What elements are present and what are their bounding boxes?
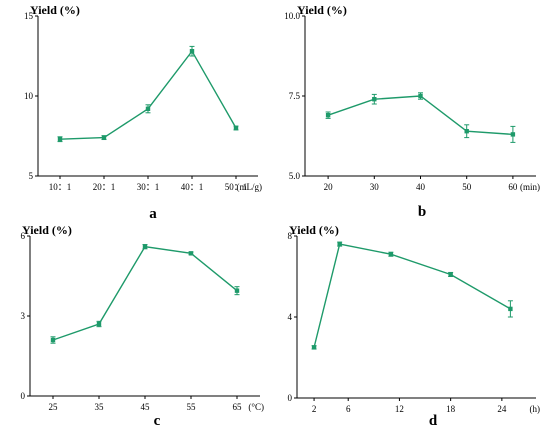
chart-panel-a: 5 10 15 10：1 20：1 30：1 40：1 50：1(mL/g) Yield (%)… <box>24 3 262 222</box>
panel-label: b <box>418 204 426 220</box>
y-tick-label: 4 <box>288 312 293 322</box>
series-line <box>52 245 238 341</box>
x-tick-label: 20：1 <box>93 182 116 192</box>
x-tick-label: 50：1 <box>225 182 248 192</box>
x-tick-label: 35 <box>95 402 105 412</box>
y-tick-label: 8 <box>288 231 293 241</box>
panel-label: a <box>149 206 157 222</box>
series-line <box>327 95 513 136</box>
y-axis-label: Yield (%) <box>289 223 339 237</box>
y-tick-label: 6 <box>21 231 26 241</box>
x-tick-label: 45 <box>141 402 151 412</box>
data-point <box>510 132 516 137</box>
x-axis-unit: (h) <box>530 404 541 414</box>
x-tick-label: 40 <box>416 182 426 192</box>
panel-label: d <box>429 413 438 429</box>
data-point <box>448 272 453 277</box>
data-point <box>311 345 317 350</box>
x-axis-unit: (°C) <box>248 402 264 412</box>
data-point <box>101 135 107 140</box>
y-tick-label: 0 <box>21 391 26 401</box>
data-point <box>234 288 240 293</box>
y-tick-label: 3 <box>21 311 26 321</box>
x-axis-unit: (min) <box>520 182 540 192</box>
data-point <box>142 244 148 249</box>
x-tick-label: 30 <box>370 182 380 192</box>
y-tick-label: 5 <box>29 171 34 181</box>
x-tick-label: 40：1 <box>181 182 204 192</box>
y-axis-label: Yield (%) <box>297 3 347 17</box>
x-tick-label: 60 <box>508 182 518 192</box>
x-tick-label: 6 <box>346 404 351 414</box>
x-tick-label: 18 <box>446 404 456 414</box>
x-tick-label: 24 <box>497 404 507 414</box>
y-tick-label: 0 <box>288 393 293 403</box>
chart-panel-d: 0 4 8 2 6 12 18 24 (h) Yield (%) d <box>288 223 541 429</box>
data-point <box>372 97 377 102</box>
x-tick-label: 30：1 <box>137 182 160 192</box>
data-point <box>418 93 423 99</box>
y-tick-label: 10 <box>24 91 34 101</box>
data-point <box>337 241 342 247</box>
data-point <box>508 306 513 312</box>
x-tick-label: 25 <box>49 402 59 412</box>
data-point <box>464 129 469 134</box>
y-tick-label: 5.0 <box>289 171 301 181</box>
y-axis-label: Yield (%) <box>30 3 80 17</box>
x-tick-label: 50 <box>462 182 472 192</box>
data-point <box>188 251 194 256</box>
y-tick-label: 10.0 <box>284 11 300 21</box>
x-tick-label: 55 <box>187 402 197 412</box>
data-point <box>325 113 331 118</box>
series-line <box>59 49 237 140</box>
data-point <box>189 49 195 54</box>
data-point <box>145 106 151 111</box>
series-line <box>313 243 511 348</box>
data-point <box>57 137 63 142</box>
data-point <box>388 252 394 257</box>
x-tick-label: 65 <box>233 402 243 412</box>
y-tick-label: 7.5 <box>289 91 301 101</box>
y-tick-label: 15 <box>24 11 34 21</box>
x-tick-label: 20 <box>324 182 334 192</box>
chart-panel-c: 0 3 6 25 35 45 55 65 (°C) Yield (%) c <box>21 223 265 429</box>
panel-label: c <box>154 413 161 429</box>
x-axis-unit: (mL/g) <box>237 182 263 192</box>
chart-panel-b: 5.0 7.5 10.0 20 30 40 50 60 (min) Yield (%) b <box>284 3 540 220</box>
x-tick-label: 10：1 <box>49 182 72 192</box>
data-point <box>50 337 56 343</box>
x-tick-label: 12 <box>395 404 404 414</box>
data-point <box>233 125 239 131</box>
data-point <box>96 321 102 327</box>
x-tick-label: 2 <box>312 404 317 414</box>
y-axis-label: Yield (%) <box>22 223 72 237</box>
